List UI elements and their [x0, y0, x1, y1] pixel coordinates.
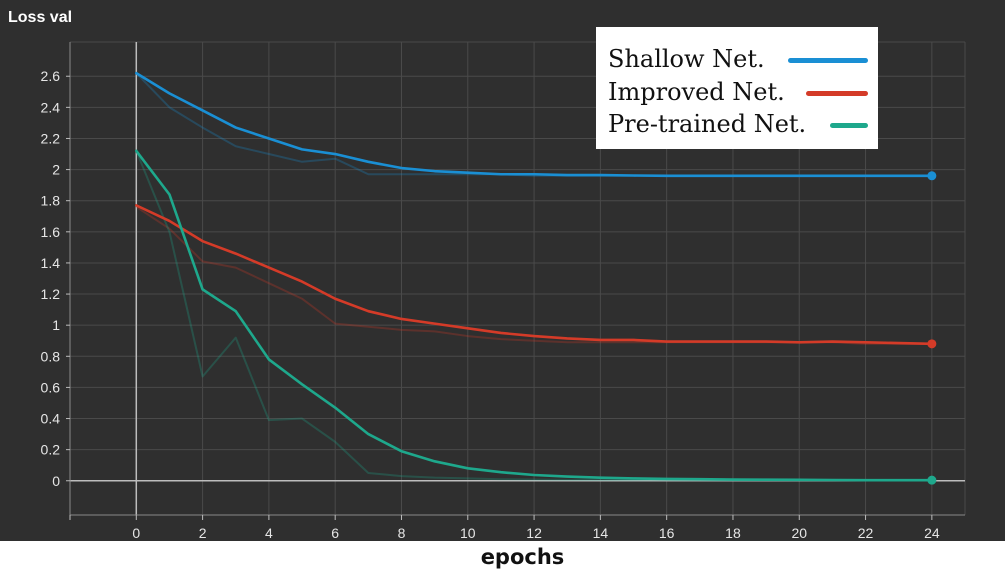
y-tick-label: 0	[52, 473, 60, 489]
legend-item-shallow: Shallow Net.	[608, 45, 878, 75]
x-tick-label: 24	[924, 525, 940, 541]
x-tick-label: 0	[132, 525, 140, 541]
legend-swatch	[830, 123, 868, 128]
chart-title: Loss val	[8, 9, 73, 26]
x-axis-label: epochs	[480, 545, 565, 569]
x-tick-label: 10	[460, 525, 476, 541]
x-tick-label: 12	[526, 525, 542, 541]
legend-item-improved: Improved Net.	[608, 78, 878, 108]
x-tick-label: 16	[659, 525, 675, 541]
series-line	[134, 149, 934, 482]
y-tick-label: 0.8	[41, 348, 61, 364]
y-tick-label: 0.6	[41, 379, 61, 395]
series-line	[134, 204, 934, 346]
series-end-point	[927, 171, 937, 181]
y-tick-label: 0.4	[41, 411, 61, 427]
legend-item-pretrained: Pre-trained Net.	[608, 110, 878, 140]
legend: Shallow Net. Improved Net. Pre-trained N…	[596, 27, 878, 149]
y-tick-label: 2.6	[41, 68, 61, 84]
legend-swatch	[806, 91, 868, 96]
series-end-point	[927, 339, 937, 349]
legend-label: Shallow Net.	[608, 45, 765, 73]
x-tick-label: 22	[858, 525, 874, 541]
x-tick-label: 8	[398, 525, 406, 541]
y-tick-label: 1.8	[41, 193, 61, 209]
y-tick-label: 1.6	[41, 224, 61, 240]
chart-plot: 00.20.40.60.811.21.41.61.822.22.42.60 2 4 6…	[41, 41, 966, 541]
x-tick-label: 2	[199, 525, 207, 541]
series-line	[134, 71, 934, 178]
series-end-point	[927, 475, 937, 485]
legend-label: Pre-trained Net.	[608, 110, 807, 138]
y-tick-label: 0.2	[41, 442, 61, 458]
y-tick-label: 2.4	[41, 99, 61, 115]
x-tick-label: 6	[331, 525, 339, 541]
x-tick-label: 20	[791, 525, 807, 541]
legend-label: Improved Net.	[608, 78, 785, 106]
x-tick-label: 18	[725, 525, 741, 541]
x-tick-label: 14	[593, 525, 609, 541]
y-tick-label: 2.2	[41, 130, 61, 146]
x-tick-label: 4	[265, 525, 273, 541]
y-tick-label: 1.4	[41, 255, 61, 271]
y-tick-label: 1.2	[41, 286, 61, 302]
y-tick-label: 2	[52, 162, 60, 178]
y-tick-label: 1	[52, 317, 60, 333]
legend-swatch	[788, 58, 868, 63]
